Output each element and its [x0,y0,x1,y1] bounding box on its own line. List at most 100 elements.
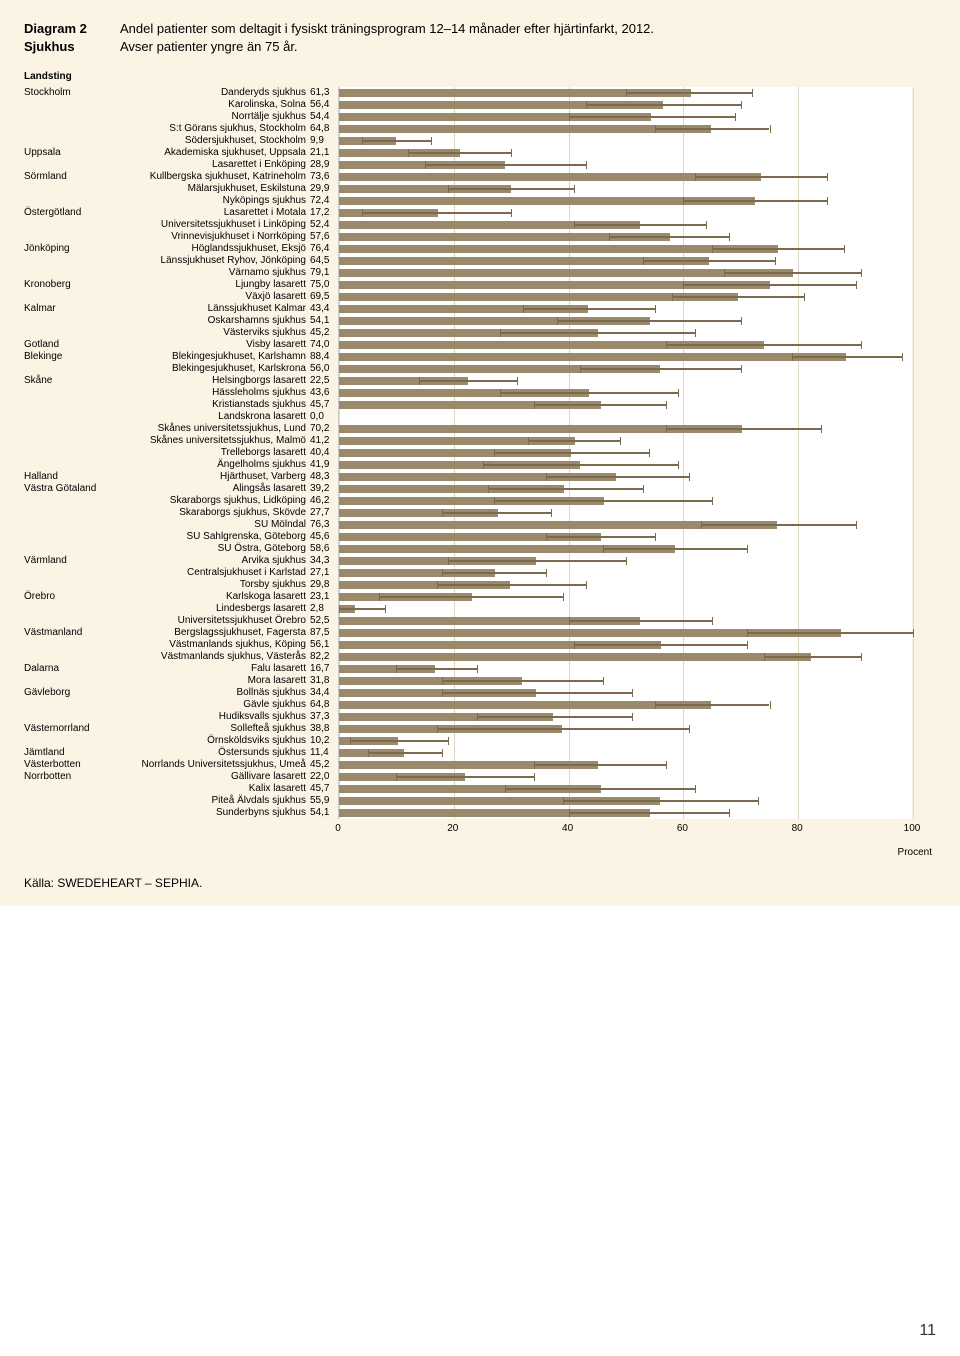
bar-row [339,519,912,531]
bar-row [339,387,912,399]
ci-cap [643,257,644,265]
value-label: 22,0 [310,771,338,783]
ci-whisker [362,212,511,214]
ci-cap [448,737,449,745]
ci-cap [437,581,438,589]
hospital-name: Ljungby lasarett [120,279,306,291]
bar-row [339,675,912,687]
bar-row [339,243,912,255]
ci-cap [655,533,656,541]
ci-cap [574,221,575,229]
ci-cap [505,785,506,793]
bar-row [339,135,912,147]
hospital-name: Bergslagssjukhuset, Fagersta [120,627,306,639]
hospital-name: Skaraborgs sjukhus, Lidköping [120,495,306,507]
ci-cap [712,245,713,253]
ci-whisker [695,176,827,178]
value-label: 21,1 [310,147,338,159]
bar-row [339,147,912,159]
ci-cap [626,89,627,97]
ci-cap [678,461,679,469]
value-label: 48,3 [310,471,338,483]
ci-cap [695,785,696,793]
ci-whisker [500,392,678,394]
value-label: 76,3 [310,519,338,531]
ci-cap [569,809,570,817]
hospital-name: Trelleborgs lasarett [120,447,306,459]
bar-row [339,687,912,699]
ci-whisker [683,200,827,202]
value-label: 34,3 [310,555,338,567]
bar-row [339,291,912,303]
bar-row [339,747,912,759]
ci-cap [569,617,570,625]
ci-cap [396,773,397,781]
bar-row [339,195,912,207]
ci-whisker [425,164,586,166]
value-label: 82,2 [310,651,338,663]
ci-whisker [494,500,712,502]
ci-cap [448,185,449,193]
hospital-name: Gällivare lasarett [120,771,306,783]
ci-cap [712,617,713,625]
landsting-label: Jämtland [24,747,65,759]
ci-cap [488,485,489,493]
ci-cap [586,581,587,589]
ci-cap [701,521,702,529]
bar-row [339,351,912,363]
bar-row [339,447,912,459]
ci-cap [861,341,862,349]
value-label: 17,2 [310,207,338,219]
ci-whisker [580,368,741,370]
ci-whisker [666,344,861,346]
hospital-name: Länssjukhuset Kalmar [120,303,306,315]
bar-row [339,543,912,555]
bar [339,353,846,361]
ci-whisker [419,380,517,382]
ci-cap [534,401,535,409]
ci-cap [603,677,604,685]
ci-cap [511,209,512,217]
ci-cap [442,677,443,685]
ci-cap [632,689,633,697]
ci-cap [563,797,564,805]
bar-row [339,555,912,567]
hospital-name: Blekingesjukhuset, Karlskrona [120,363,306,375]
ci-whisker [563,800,758,802]
ci-cap [706,221,707,229]
bar-row [339,435,912,447]
ci-cap [362,209,363,217]
ci-cap [442,509,443,517]
bar-row [339,423,912,435]
x-axis: 020406080100 [338,823,912,841]
landsting-label: Gävleborg [24,687,70,699]
hospital-name: Blekingesjukhuset, Karlshamn [120,351,306,363]
ci-cap [448,557,449,565]
bar-row [339,663,912,675]
hospital-name: Lasarettet i Motala [120,207,306,219]
bar-row [339,627,912,639]
ci-whisker [569,812,730,814]
bar-row [339,339,912,351]
ci-whisker [747,632,913,634]
hospital-name: Sollefteå sjukhus [120,723,306,735]
title-line-2: Avser patienter yngre än 75 år. [120,38,936,56]
value-label: 64,8 [310,123,338,135]
ci-cap [396,665,397,673]
bar-row [339,471,912,483]
ci-cap [574,185,575,193]
ci-cap [770,125,771,133]
bar-row [339,267,912,279]
ci-cap [747,629,748,637]
landsting-label: Västernorrland [24,723,90,735]
value-label: 73,6 [310,171,338,183]
ci-cap [425,161,426,169]
hospital-name: Lasarettet i Enköping [120,159,306,171]
landsting-label: Dalarna [24,663,59,675]
ci-cap [517,377,518,385]
plot-column: 020406080100 Procent [338,71,936,858]
ci-whisker [643,260,775,262]
ci-cap [666,761,667,769]
hospital-name: Danderyds sjukhus [120,87,306,99]
bar-row [339,327,912,339]
